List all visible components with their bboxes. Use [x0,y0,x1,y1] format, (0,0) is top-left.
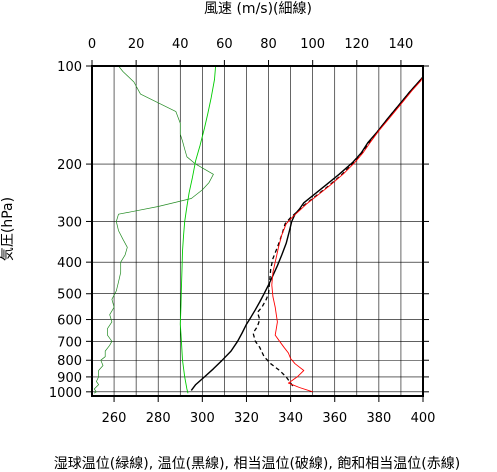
x-top-tick-label: 60 [216,37,233,52]
x-bottom-tick-label: 280 [146,411,171,426]
y-tick-label: 200 [57,158,82,173]
y-tick-label: 900 [57,371,82,386]
plot-frame [91,65,424,397]
x-top-tick-label: 100 [300,37,325,52]
x-bottom-tick-label: 260 [102,411,127,426]
y-axis-label: 気圧(hPa) [0,197,16,261]
y-tick-label: 800 [57,354,82,369]
x-bottom-tick-label: 340 [278,411,303,426]
x-bottom-tick-label: 300 [190,411,215,426]
x-bottom-tick-label: 320 [234,411,259,426]
grid-lines [92,65,423,396]
equivalent-potential-temperature-line [252,76,424,387]
wet-bulb-potential-temperature-line [179,65,217,394]
x-bottom-tick-label: 360 [322,411,347,426]
x-top-tick-label: 40 [172,37,189,52]
y-tick-label: 100 [57,60,82,75]
y-tick-label: 500 [57,288,82,303]
y-tick-label: 700 [57,335,82,350]
x-axis-label-bottom: 湿球温位(緑線), 温位(黒線), 相当温位(破線), 飽和相当温位(赤線) [54,455,460,472]
potential-temperature-line [190,76,424,391]
x-bottom-tick-label: 400 [411,411,436,426]
wind-speed-line [93,65,214,394]
y-tick-label: 1000 [49,386,82,401]
x-top-tick-label: 80 [260,37,277,52]
series-lines [93,65,424,394]
x-top-tick-label: 140 [389,37,414,52]
chart-title-top: 風速 (m/s)(細線) [204,1,312,17]
y-tick-label: 600 [57,314,82,329]
saturated-equivalent-potential-temperature-line [271,76,424,393]
x-top-tick-label: 0 [88,37,96,52]
x-bottom-tick-label: 380 [366,411,391,426]
y-tick-label: 400 [57,256,82,271]
y-tick-label: 300 [57,215,82,230]
x-top-tick-label: 120 [344,37,369,52]
x-top-tick-label: 20 [128,37,145,52]
